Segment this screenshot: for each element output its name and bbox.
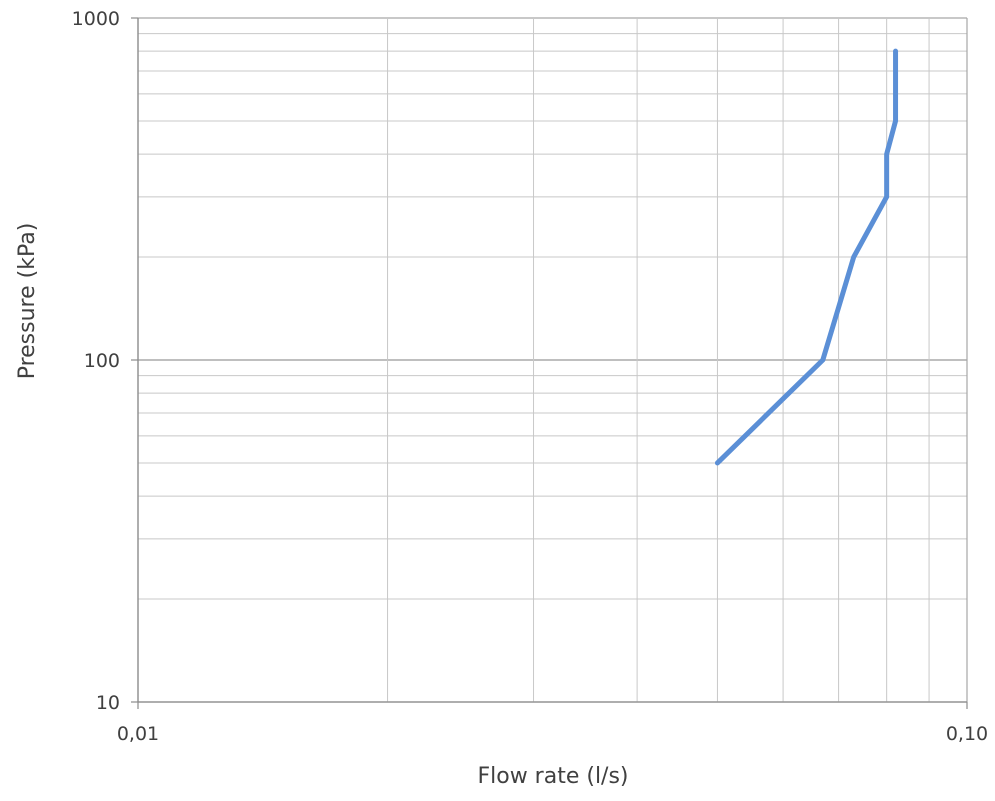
grid-layer <box>137 17 968 703</box>
y-tick-label: 1000 <box>72 8 120 30</box>
axis-layer <box>131 17 968 709</box>
series-line-1 <box>714 48 899 466</box>
x-tick-label: 0,10 <box>946 723 988 745</box>
y-tick-label: 10 <box>96 692 120 714</box>
label-layer: Flow rate (l/s) Pressure (kPa) 10 100 1000… <box>15 8 988 789</box>
series-layer <box>714 48 899 466</box>
x-axis-title: Flow rate (l/s) <box>477 764 628 789</box>
y-axis-title: Pressure (kPa) <box>15 223 40 380</box>
x-tick-label: 0,01 <box>117 723 159 745</box>
y-tick-label: 100 <box>84 350 120 372</box>
